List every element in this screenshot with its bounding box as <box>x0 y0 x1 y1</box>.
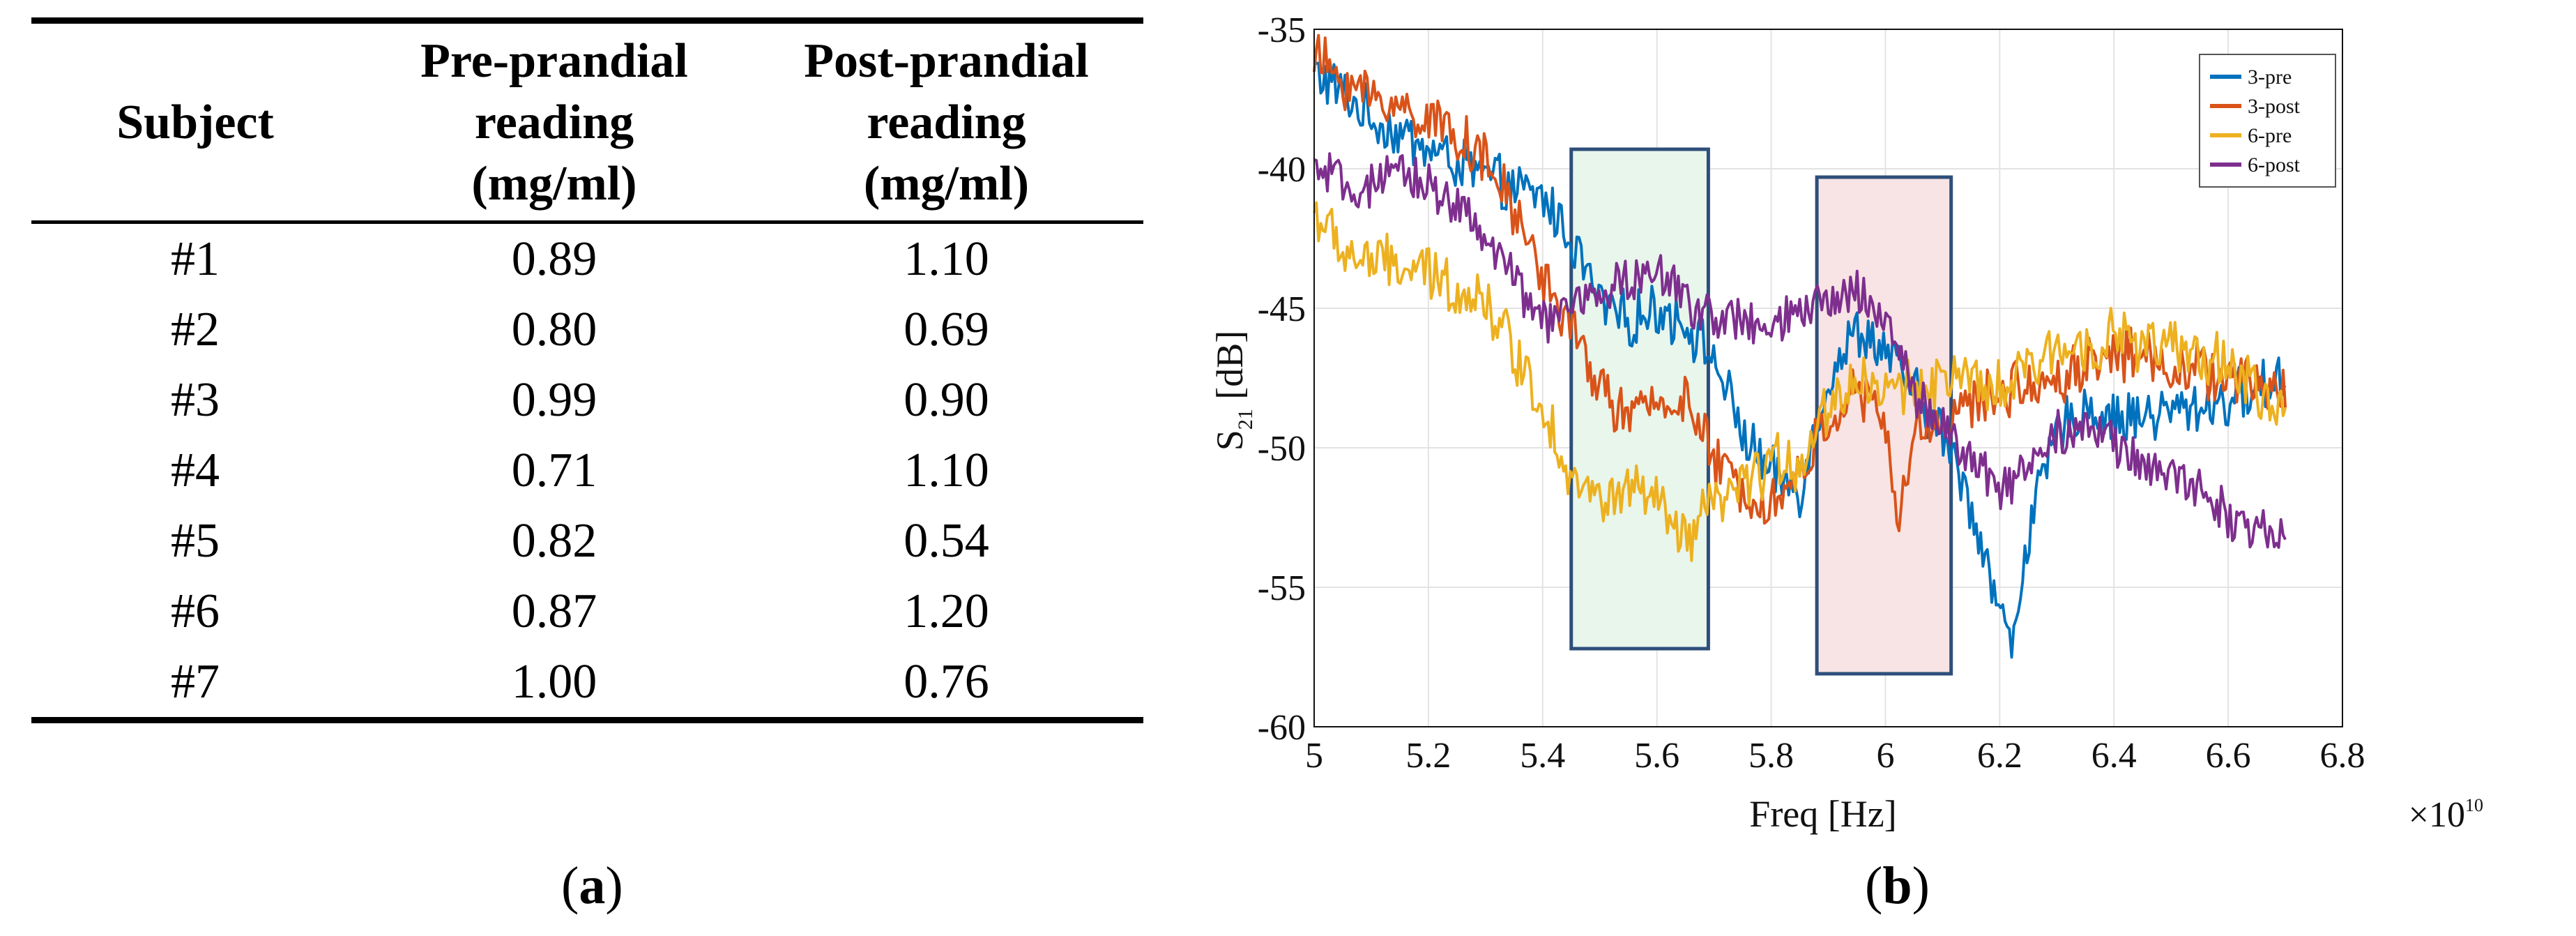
cell-subject: #5 <box>171 514 220 568</box>
table-row: #1 0.89 1.10 <box>31 222 1143 295</box>
x-tick-label: 6.2 <box>1977 736 2022 776</box>
cell-pre: 0.89 <box>511 232 597 286</box>
y-axis-label-sub: 21 <box>1234 409 1257 430</box>
legend-label-3-post: 3-post <box>2248 95 2301 118</box>
x-axis-label: Freq [Hz] <box>1749 793 1896 835</box>
caption-a-close: ) <box>605 856 623 915</box>
y-axis-label: S21 [dB] <box>1209 331 1257 451</box>
header-post-line-1: Post-prandial <box>804 34 1089 88</box>
legend-label-3-pre: 3-pre <box>2248 66 2292 89</box>
s21-frequency-chart: -35 -40 -45 -50 -55 -60 5 5.2 5.4 5.6 5.8 6 6.2 6.4 6… <box>1209 10 2483 835</box>
table-row: #2 0.80 0.69 <box>31 294 1143 365</box>
y-tick-label: -55 <box>1258 568 1306 608</box>
cell-subject: #6 <box>171 584 220 638</box>
cell-subject: #4 <box>171 444 220 497</box>
glucose-readings-table: Subject Pre-prandial reading (mg/ml) Pos… <box>31 17 1143 723</box>
table-header: Subject Pre-prandial reading (mg/ml) Pos… <box>31 20 1143 222</box>
cell-post: 0.76 <box>904 655 989 709</box>
x-tick-label: 6.4 <box>2091 736 2137 776</box>
header-subject: Subject <box>31 21 359 222</box>
table-row: #4 0.71 1.10 <box>31 435 1143 506</box>
legend-label-6-post: 6-post <box>2248 153 2301 176</box>
x-scale-note: ×1010 <box>2409 795 2483 835</box>
header-pre-line-3: (mg/ml) <box>471 157 637 211</box>
x-tick-label: 5.4 <box>1520 736 1565 776</box>
caption-b-close: ) <box>1912 856 1930 915</box>
cell-post: 1.20 <box>904 584 989 638</box>
x-tick-label: 6.6 <box>2206 736 2251 776</box>
table-row: #6 0.87 1.20 <box>31 576 1143 647</box>
cell-subject: #1 <box>171 232 220 286</box>
header-pre-line-2: reading <box>474 96 634 149</box>
y-axis-label-main: S <box>1209 430 1251 451</box>
cell-post: 1.10 <box>904 444 989 497</box>
table-row: #5 0.82 0.54 <box>31 506 1143 576</box>
caption-b-letter: b <box>1882 856 1912 915</box>
cell-post: 1.10 <box>904 232 989 286</box>
table-row: #3 0.99 0.90 <box>31 365 1143 435</box>
x-scale-prefix: ×10 <box>2409 795 2465 835</box>
y-tick-label: -35 <box>1258 10 1306 50</box>
header-pre-line-1: Pre-prandial <box>420 34 688 88</box>
cell-subject: #2 <box>171 303 220 356</box>
table-header-row: Subject Pre-prandial reading (mg/ml) Pos… <box>31 20 1143 222</box>
y-axis-label-unit: [dB] <box>1209 331 1251 409</box>
y-tick-label: -50 <box>1258 429 1306 469</box>
cell-pre: 0.87 <box>511 584 597 638</box>
cell-pre: 0.99 <box>511 373 597 427</box>
table-row: #7 1.00 0.76 <box>31 647 1143 720</box>
cell-pre: 0.71 <box>511 444 597 497</box>
y-tick-label: -60 <box>1258 708 1306 748</box>
panel-a-table: Subject Pre-prandial reading (mg/ml) Pos… <box>31 17 1147 723</box>
x-tick-label: 5.6 <box>1634 736 1679 776</box>
cell-post: 0.54 <box>904 514 989 568</box>
cell-pre: 0.80 <box>511 303 597 356</box>
header-pre-prandial: Pre-prandial reading (mg/ml) <box>359 21 749 222</box>
x-tick-label: 5.2 <box>1405 736 1451 776</box>
x-tick-label: 5 <box>1305 736 1323 776</box>
caption-b: (b) <box>1865 854 1930 917</box>
cell-subject: #3 <box>171 373 220 427</box>
cell-post: 0.90 <box>904 373 989 427</box>
header-subject-line: Subject <box>116 96 274 149</box>
series-line-6-post <box>1313 152 2287 549</box>
x-tick-label: 5.8 <box>1748 736 1794 776</box>
series-line-6-pre <box>1313 201 2287 562</box>
data-series <box>1313 33 2287 659</box>
plot-frame <box>1313 29 2343 727</box>
legend-label-6-pre: 6-pre <box>2248 124 2292 147</box>
series-line-3-pre <box>1313 61 2287 659</box>
legend: 3-pre 3-post 6-pre 6-post <box>2199 54 2336 188</box>
cell-post: 0.69 <box>904 303 989 356</box>
x-scale-exponent: 10 <box>2465 795 2483 815</box>
caption-a-letter: a <box>579 856 606 915</box>
y-tick-labels: -35 -40 -45 -50 -55 -60 <box>1258 10 1306 748</box>
caption-a-open: ( <box>561 856 579 915</box>
header-post-line-3: (mg/ml) <box>863 157 1030 211</box>
header-post-line-2: reading <box>867 96 1026 149</box>
y-tick-label: -40 <box>1258 150 1306 190</box>
table-body: #1 0.89 1.10 #2 0.80 0.69 #3 0.99 0.90 #… <box>31 222 1143 720</box>
caption-a: (a) <box>561 854 623 917</box>
x-tick-label: 6 <box>1876 736 1894 776</box>
cell-subject: #7 <box>171 655 220 709</box>
header-post-prandial: Post-prandial reading (mg/ml) <box>749 21 1143 222</box>
cell-pre: 0.82 <box>511 514 597 568</box>
x-tick-labels: 5 5.2 5.4 5.6 5.8 6 6.2 6.4 6.6 6.8 <box>1305 736 2365 776</box>
x-tick-label: 6.8 <box>2320 736 2365 776</box>
cell-pre: 1.00 <box>511 655 597 709</box>
y-tick-label: -45 <box>1258 289 1306 329</box>
caption-b-open: ( <box>1865 856 1883 915</box>
